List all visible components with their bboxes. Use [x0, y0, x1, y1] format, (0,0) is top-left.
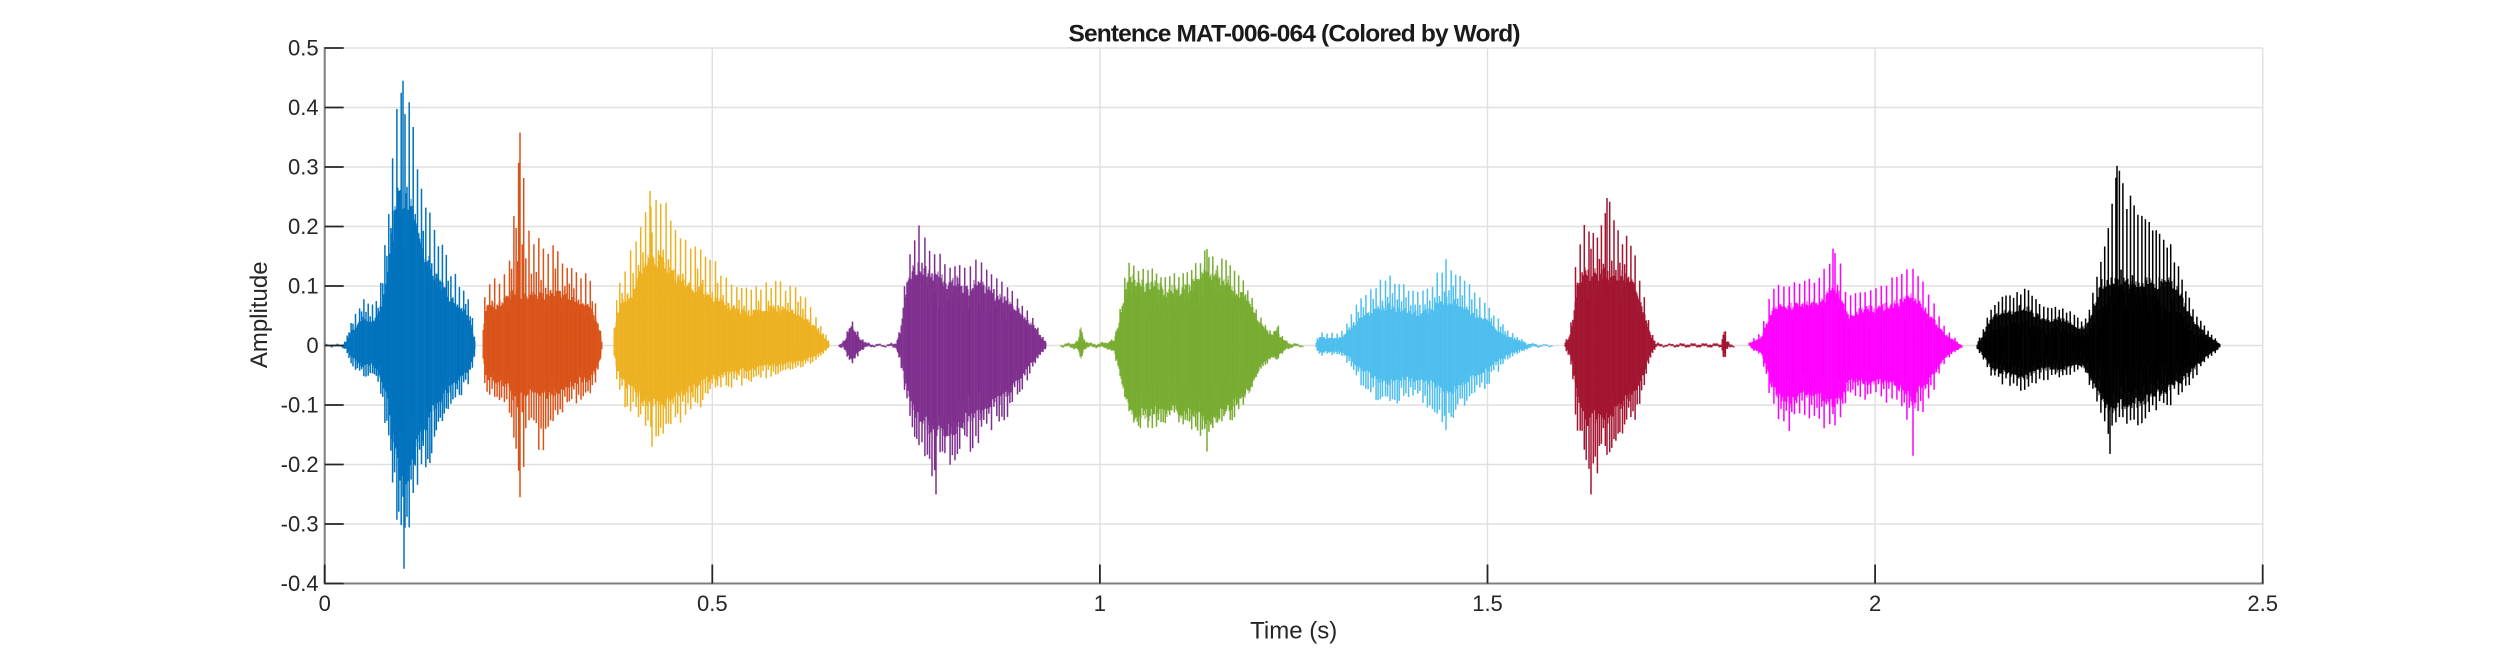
- svg-text:0.3: 0.3: [288, 155, 319, 180]
- svg-text:0: 0: [306, 333, 318, 358]
- svg-text:0: 0: [319, 591, 331, 616]
- svg-text:1: 1: [1094, 591, 1106, 616]
- svg-text:0.2: 0.2: [288, 214, 319, 239]
- svg-text:1.5: 1.5: [1472, 591, 1503, 616]
- svg-text:Sentence MAT-006-064 (Colored: Sentence MAT-006-064 (Colored by Word): [1068, 21, 1519, 48]
- svg-text:-0.3: -0.3: [281, 512, 319, 537]
- svg-text:-0.1: -0.1: [281, 393, 319, 418]
- svg-text:0.4: 0.4: [288, 95, 319, 120]
- svg-text:2: 2: [1869, 591, 1881, 616]
- svg-text:2.5: 2.5: [2247, 591, 2278, 616]
- svg-text:0.1: 0.1: [288, 274, 319, 299]
- svg-text:-0.4: -0.4: [281, 571, 319, 596]
- svg-text:-0.2: -0.2: [281, 452, 319, 477]
- svg-text:0.5: 0.5: [288, 36, 319, 61]
- svg-text:Time (s): Time (s): [1250, 618, 1337, 645]
- svg-text:Amplitude: Amplitude: [246, 261, 273, 368]
- svg-text:0.5: 0.5: [697, 591, 728, 616]
